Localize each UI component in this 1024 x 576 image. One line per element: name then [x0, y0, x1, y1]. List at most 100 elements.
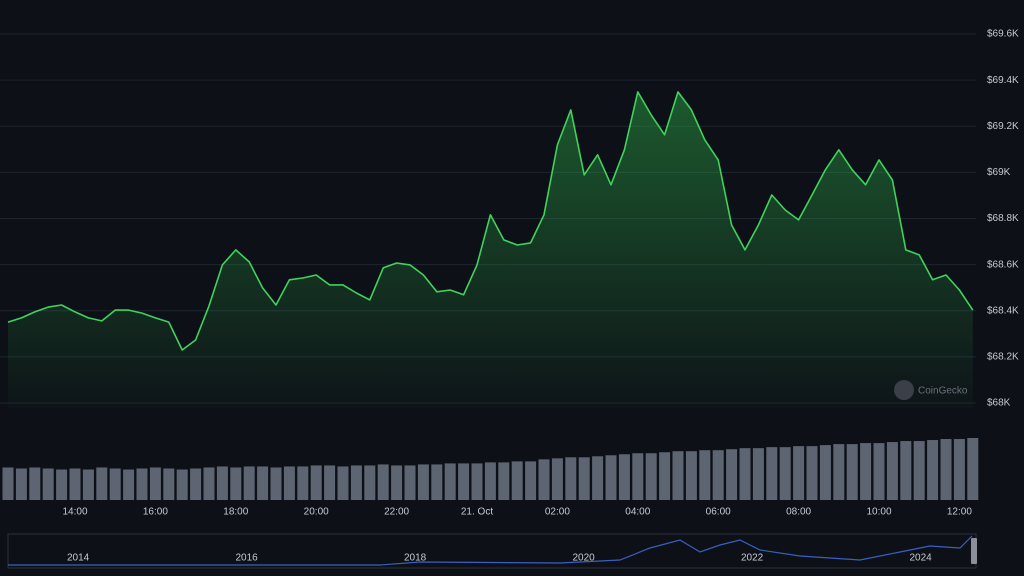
volume-bar [645, 453, 657, 500]
volume-bar [337, 466, 349, 500]
volume-bar [324, 465, 336, 500]
volume-bar [377, 464, 389, 500]
volume-bar [846, 444, 858, 500]
y-tick-label: $68.6K [987, 259, 1019, 270]
watermark: CoinGecko [894, 380, 968, 400]
volume-bar [672, 451, 684, 500]
volume-bar [15, 468, 27, 500]
volume-bar [163, 468, 175, 500]
volume-bar [136, 468, 148, 500]
volume-bar [203, 467, 215, 500]
volume-bar [243, 466, 255, 500]
volume-bar [913, 441, 925, 500]
volume-bar [860, 443, 872, 500]
volume-bar [819, 445, 831, 500]
x-tick-label: 12:00 [947, 507, 972, 518]
volume-bar [873, 443, 885, 500]
x-tick-label: 06:00 [706, 507, 731, 518]
volume-bar [953, 439, 965, 500]
volume-bar [123, 469, 135, 500]
volume-bar [56, 469, 68, 500]
navigator-label: 2014 [67, 553, 90, 564]
volume-bar [833, 444, 845, 500]
x-tick-label: 20:00 [304, 507, 329, 518]
y-tick-label: $68.8K [987, 213, 1019, 224]
volume-bar [283, 466, 295, 500]
watermark-logo [894, 380, 914, 400]
volume-bar [618, 454, 630, 500]
y-tick-label: $68.4K [987, 305, 1019, 316]
volume-bar [886, 442, 898, 500]
volume-bar [29, 467, 41, 500]
volume-bar [270, 467, 282, 500]
x-tick-label: 14:00 [62, 507, 87, 518]
volume-bar [726, 449, 738, 500]
volume-bar [364, 465, 376, 500]
volume-bar [176, 469, 188, 500]
volume-bar [538, 459, 550, 500]
y-tick-label: $68K [987, 398, 1011, 409]
navigator-handle[interactable] [971, 538, 977, 564]
volume-bar [417, 464, 429, 500]
plot: 14:00 16:00 18:00 20:00 22:00 21. Oct 02:00 04:… [2, 91, 979, 518]
volume-bar [511, 461, 523, 500]
navigator-label: 2024 [910, 553, 933, 564]
volume-bar [190, 468, 202, 500]
volume-bar [967, 438, 979, 500]
y-tick-label: $69.2K [987, 121, 1019, 132]
volume-bar [525, 461, 537, 500]
price-area [8, 91, 973, 409]
volume-bar [458, 463, 470, 500]
volume-bar [391, 465, 403, 500]
volume-bar [471, 463, 483, 500]
navigator-label: 2016 [236, 553, 259, 564]
x-tick-label: 04:00 [625, 507, 650, 518]
volume-bar [806, 446, 818, 500]
x-tick-label: 22:00 [384, 507, 409, 518]
volume-bar [766, 447, 778, 500]
volume-bar [216, 466, 228, 500]
x-tick-label: 02:00 [545, 507, 570, 518]
volume-bar [565, 457, 577, 500]
x-tick-label: 08:00 [786, 507, 811, 518]
volume-bar [42, 468, 54, 500]
y-tick-label: $69K [987, 167, 1011, 178]
navigator-label: 2022 [741, 553, 764, 564]
volume-bar [712, 450, 724, 500]
volume-bar [230, 467, 242, 500]
volume-bar [431, 464, 443, 500]
volume-bar [498, 462, 510, 500]
volume-bar [551, 458, 563, 500]
volume-bar [69, 468, 81, 500]
volume-bar [484, 462, 496, 500]
navigator: 2014 2016 2018 2020 2022 2024 [7, 533, 977, 569]
navigator-line [8, 535, 973, 566]
volume-bar [82, 469, 94, 500]
volume-bar [578, 457, 590, 500]
volume-bar [685, 451, 697, 500]
x-tick-label: 21. Oct [461, 507, 493, 518]
volume-bar [592, 456, 604, 500]
navigator-label: 2020 [573, 553, 596, 564]
volume-bar [752, 448, 764, 500]
volume-bar [632, 453, 644, 500]
x-tick-label: 10:00 [866, 507, 891, 518]
volume-bar [2, 467, 14, 500]
volume-bar [297, 466, 309, 500]
price-line [7, 91, 974, 351]
volume-bar [149, 467, 161, 500]
y-tick-label: $69.6K [987, 29, 1019, 40]
x-tick-label: 18:00 [223, 507, 248, 518]
volume-bar [257, 466, 269, 500]
volume-bar [793, 446, 805, 500]
volume-bar [96, 467, 108, 500]
volume-bar [605, 455, 617, 500]
volume-bar [350, 465, 362, 500]
volume-bar [404, 465, 416, 500]
volume-bar [927, 440, 939, 500]
navigator-label: 2018 [404, 553, 427, 564]
volume-bar [310, 465, 322, 500]
volume-bar [109, 468, 121, 500]
